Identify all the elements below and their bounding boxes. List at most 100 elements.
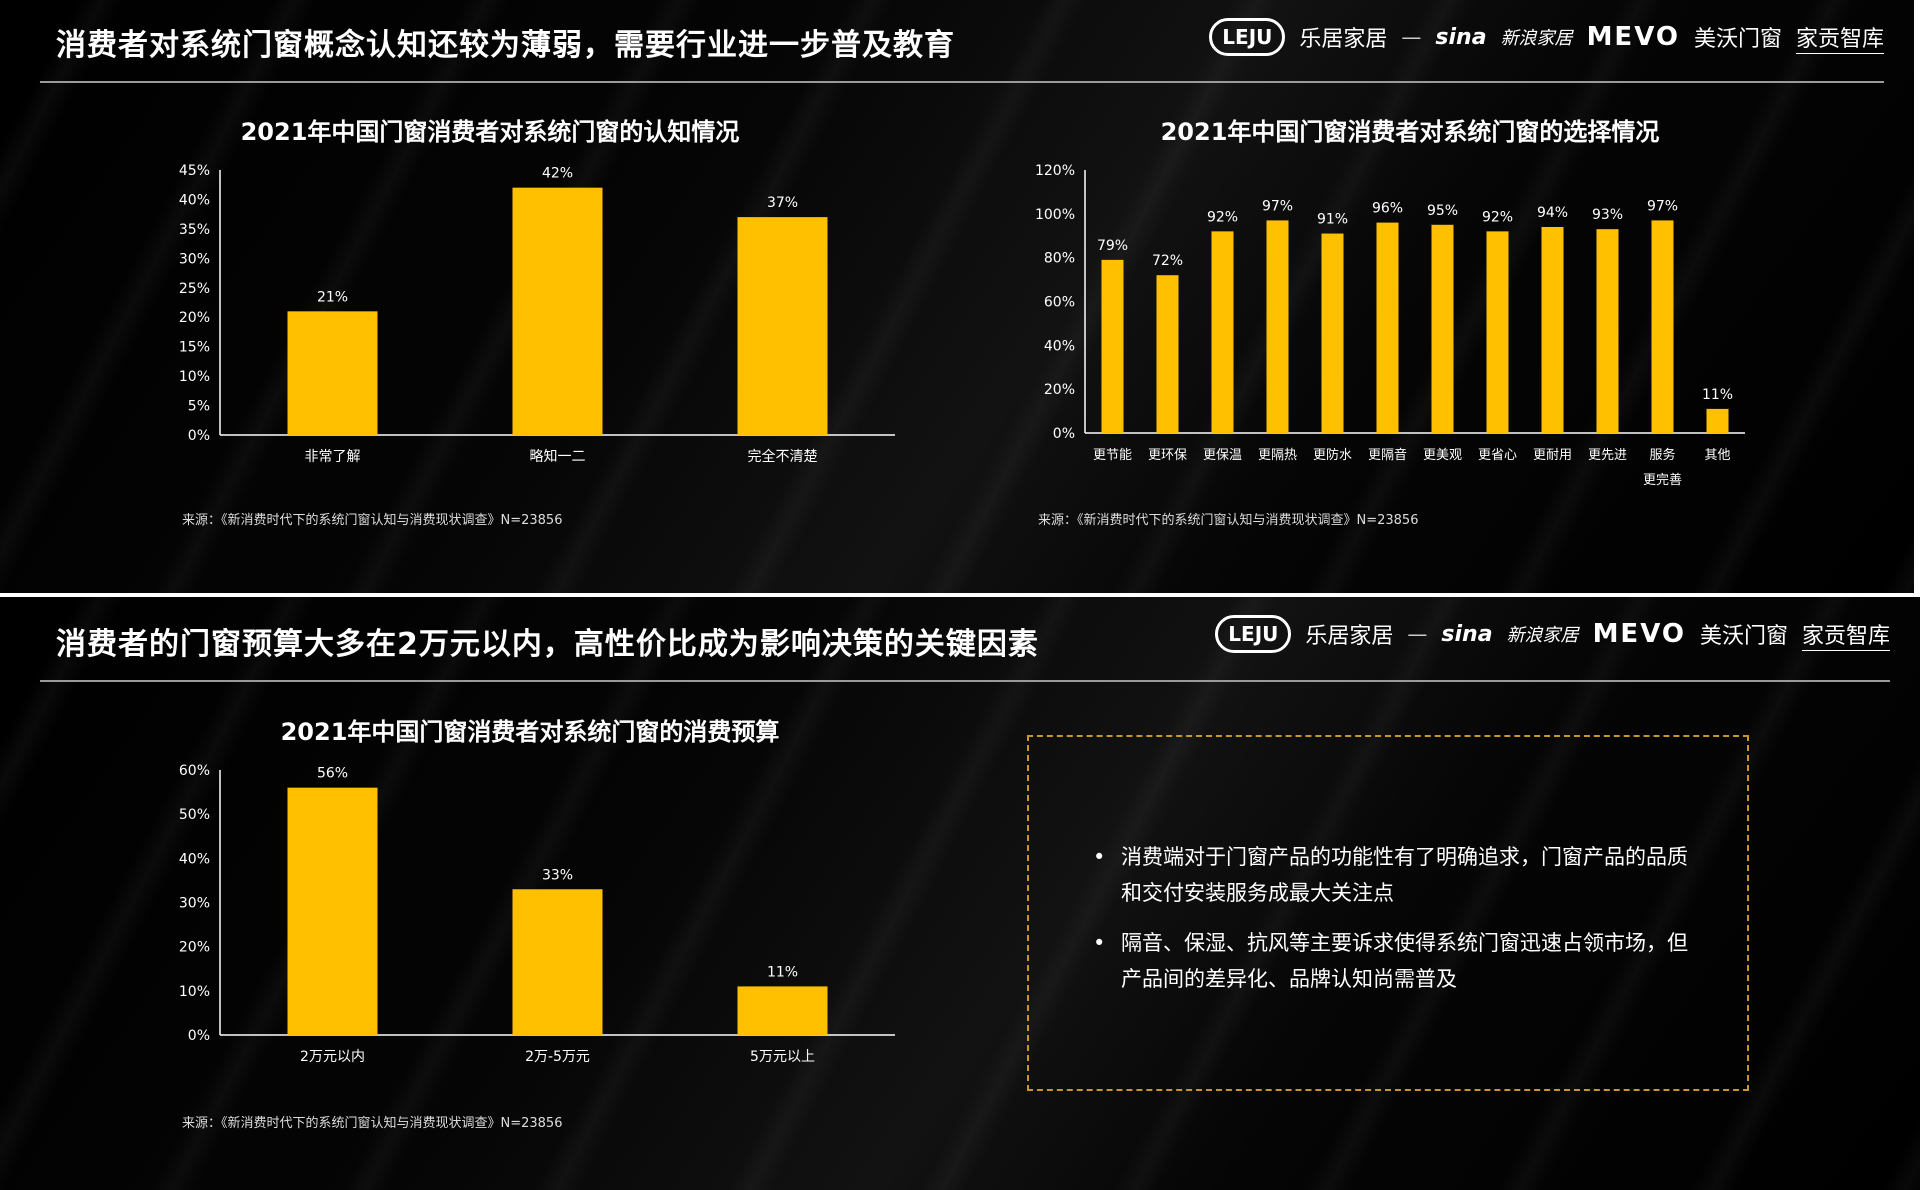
slide-title: 消费者的门窗预算大多在2万元以内，高性价比成为影响决策的关键因素 [56,627,1039,662]
category-label: 更隔音 [1368,447,1407,463]
title-divider [40,680,1890,682]
chart-awareness: 0% 5% 10% 15% 20% 25% 30% 35% 40% 45% 21% 非常了解 42% 略知… [179,163,895,465]
finding-item: 消费端对于门窗产品的功能性有了明确追求，门窗产品的品质和交付安装服务成最大关注点 [1093,839,1693,911]
sina-logo: sina [1435,24,1487,50]
y-tick-label: 0% [1053,426,1075,442]
chart-title-budget: 2021年中国门窗消费者对系统门窗的消费预算 [280,718,780,746]
data-label: 11% [1702,387,1733,403]
y-tick-label: 120% [1035,163,1075,179]
y-tick-label: 30% [179,896,210,912]
bar [1596,229,1619,433]
logo-dash: — [1407,622,1428,646]
y-tick-label: 60% [179,763,210,779]
bar [287,787,378,1035]
chart-choice: 0% 20% 40% 60% 80% 100% 120% 79% 更节能 72% 更环保 92% 更保温… [1035,163,1745,488]
y-tick-label: 40% [179,192,210,208]
chart-budget: 0% 10% 20% 30% 40% 50% 60% 56% 2万元以内 33% 2万-5万元 11%… [179,763,895,1065]
data-label: 33% [542,867,573,883]
y-tick-label: 35% [179,222,210,238]
category-label: 更先进 [1588,448,1627,463]
category-label: 2万-5万元 [525,1049,590,1065]
key-findings-list: 消费端对于门窗产品的功能性有了明确追求，门窗产品的品质和交付安装服务成最大关注点… [1093,839,1693,1011]
bar [1486,231,1509,433]
leju-logo: LEJU [1215,615,1292,653]
category-label: 完全不清楚 [748,448,818,465]
source-note: 来源：《新消费时代下的系统门窗认知与消费现状调查》N=23856 [182,1116,563,1131]
leju-logo-text: 乐居家居 [1305,624,1394,649]
category-label: 更环保 [1148,448,1187,463]
y-tick-label: 5% [188,399,210,415]
data-label: 95% [1427,203,1458,219]
sina-logo-text: 新浪家居 [1500,28,1573,49]
bar [1706,408,1729,433]
category-label: 其他 [1704,448,1730,463]
y-tick-label: 45% [179,163,210,179]
mevo-logo-text: 美沃门窗 [1693,27,1782,52]
bar [1266,220,1289,433]
bar [1651,220,1674,433]
y-tick-label: 100% [1035,207,1075,223]
y-tick-label: 20% [179,310,210,326]
category-label: 更耐用 [1533,448,1572,463]
y-tick-label: 40% [179,851,210,867]
logo-bar: LEJU 乐居家居 — sina 新浪家居 MEVO 美沃门窗 家贡智库 [1215,615,1890,653]
bar [287,311,378,435]
source-note: 来源：《新消费时代下的系统门窗认知与消费现状调查》N=23856 [1038,513,1419,528]
slide-title: 消费者对系统门窗概念认知还较为薄弱，需要行业进一步普及教育 [56,28,955,63]
category-label: 更隔热 [1258,448,1297,463]
bar [737,217,828,435]
data-label: 94% [1537,205,1568,221]
data-label: 93% [1592,207,1623,223]
title-divider [40,81,1884,83]
data-label: 11% [767,964,798,980]
category-label: 更保温 [1203,448,1242,463]
jiagong-logo: 家贡智库 [1795,21,1884,54]
mevo-logo: MEVO [1586,22,1680,52]
bar [1376,222,1399,433]
sina-logo: sina [1441,621,1493,647]
data-label: 92% [1482,209,1513,225]
y-tick-label: 0% [188,428,210,444]
bar [1431,224,1454,433]
logo-dash: — [1401,25,1422,49]
y-tick-label: 0% [188,1028,210,1044]
bar [1101,259,1124,433]
key-findings-box: 消费端对于门窗产品的功能性有了明确追求，门窗产品的品质和交付安装服务成最大关注点… [1027,735,1749,1091]
y-tick-label: 40% [1044,338,1075,354]
y-tick-label: 50% [179,807,210,823]
jiagong-logo: 家贡智库 [1801,618,1890,651]
category-label: 服务 [1649,447,1675,463]
data-label: 97% [1647,198,1678,214]
bar [512,187,603,435]
category-label: 更节能 [1093,448,1132,463]
mevo-logo: MEVO [1592,619,1686,649]
category-label: 2万元以内 [300,1049,365,1065]
bar [1541,226,1564,433]
slide-awareness: 消费者对系统门窗概念认知还较为薄弱，需要行业进一步普及教育 LEJU 乐居家居 … [0,0,1914,593]
data-label: 97% [1262,198,1293,214]
bar [512,889,603,1035]
category-label: 5万元以上 [750,1049,815,1065]
y-tick-label: 10% [179,369,210,385]
data-label: 72% [1152,253,1183,269]
category-label: 更省心 [1478,448,1517,463]
bar [737,986,828,1035]
data-label: 42% [542,166,573,182]
y-tick-label: 30% [179,251,210,267]
category-label: 非常了解 [305,449,361,465]
category-label: 更美观 [1423,448,1462,463]
slide-budget: 消费者的门窗预算大多在2万元以内，高性价比成为影响决策的关键因素 LEJU 乐居… [0,597,1920,1190]
bar [1211,231,1234,433]
data-label: 37% [767,195,798,211]
data-label: 56% [317,766,348,782]
logo-bar: LEJU 乐居家居 — sina 新浪家居 MEVO 美沃门窗 家贡智库 [1209,18,1884,56]
y-tick-label: 20% [179,940,210,956]
category-label: 更完善 [1643,472,1682,488]
mevo-logo-text: 美沃门窗 [1699,624,1788,649]
leju-logo: LEJU [1209,18,1286,56]
y-tick-label: 20% [1044,382,1075,398]
data-label: 79% [1097,238,1128,254]
bar [1156,275,1179,433]
sina-logo-text: 新浪家居 [1506,625,1579,646]
bar [1321,233,1344,433]
